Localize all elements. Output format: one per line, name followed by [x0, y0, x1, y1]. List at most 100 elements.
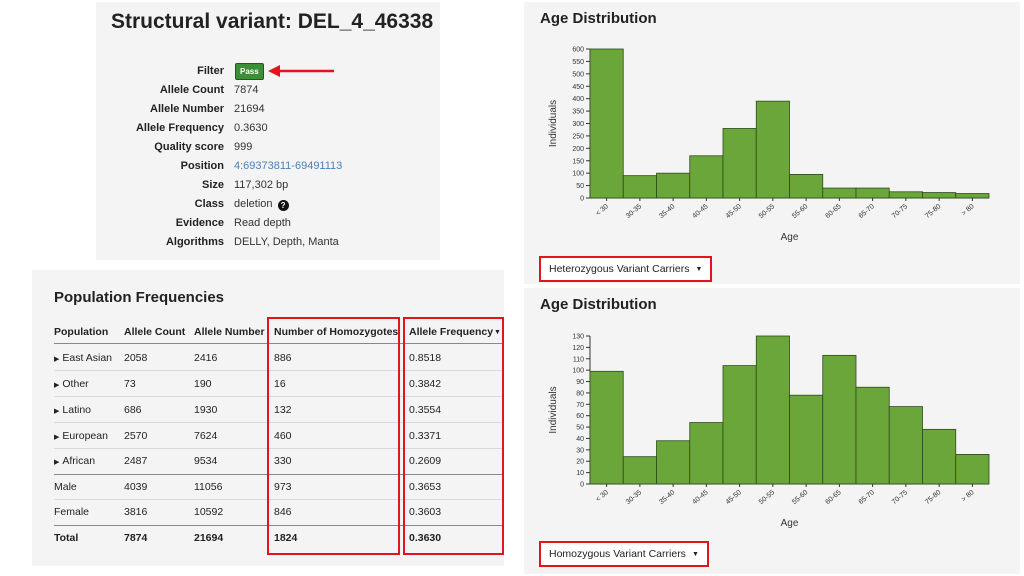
y-axis-label: Individuals: [548, 100, 559, 147]
x-tick-label: 30-35: [625, 489, 643, 506]
field-value: 999: [234, 141, 253, 153]
x-tick-label: 65-70: [858, 489, 876, 506]
allele-frequency-cell: 0.8518: [409, 352, 442, 364]
x-tick-label: 40-45: [691, 203, 709, 220]
population-label: African: [62, 455, 96, 467]
field-value: 21694: [234, 103, 265, 115]
x-tick-label: 45-50: [725, 203, 743, 220]
population-name: ▶ European: [54, 430, 108, 442]
x-axis-label: Age: [781, 232, 799, 243]
row-divider: [54, 474, 502, 475]
histogram-bar: [689, 422, 724, 485]
y-tick-label: 70: [576, 402, 584, 409]
homozygotes-cell: 973: [274, 481, 292, 493]
allele-frequency-cell: 0.3371: [409, 430, 442, 442]
allele-frequency-cell: 0.3603: [409, 506, 442, 518]
histogram-bar: [789, 394, 824, 485]
y-tick-label: 350: [572, 109, 584, 116]
x-tick-label: < 30: [595, 489, 610, 503]
allele-count-cell: 2058: [124, 352, 148, 364]
field-filter: Filter Pass: [96, 63, 440, 82]
population-frequencies-panel: Population Frequencies Population Allele…: [32, 270, 504, 566]
hom-age-histogram: 0 10 20 30 40 50 60 70 80 90 100 110 120 130 < 30 30-35…: [548, 334, 990, 529]
y-tick-label: 90: [576, 379, 584, 386]
allele-number-cell: 9534: [194, 455, 218, 467]
column-header-population[interactable]: Population: [54, 326, 109, 338]
histogram-bar: [888, 406, 923, 485]
sort-caret-icon: ▼: [494, 329, 501, 336]
field-value: 0.3630: [234, 122, 268, 134]
header-divider: [54, 343, 502, 344]
y-tick-label: 30: [576, 447, 584, 454]
histogram-bar: [755, 100, 790, 199]
y-tick-label: 10: [576, 470, 584, 477]
allele-count-cell: 7874: [124, 532, 148, 544]
population-label: European: [62, 430, 108, 442]
field-evidence: Evidence Read depth: [96, 215, 440, 234]
histogram-bar: [589, 370, 624, 485]
y-tick-label: 100: [572, 171, 584, 178]
allele-number-cell: 2416: [194, 352, 218, 364]
field-value-wrap: deletion?: [234, 198, 289, 211]
het-carrier-dropdown[interactable]: Heterozygous Variant Carriers ▼: [539, 256, 713, 282]
row-divider: [54, 370, 502, 371]
column-header-allele-count[interactable]: Allele Count: [124, 326, 186, 338]
chart-title: Age Distribution: [540, 10, 657, 27]
het-age-histogram: 0 50 100 150 200 250 300 350 400 450 500 550 600 < 30…: [548, 47, 990, 243]
x-tick-label: 60-65: [824, 489, 842, 506]
allele-count-cell: 73: [124, 378, 136, 390]
field-allele-count: Allele Count 7874: [96, 82, 440, 101]
y-tick-label: 500: [572, 71, 584, 78]
allele-number-cell: 11056: [194, 481, 223, 493]
allele-number-cell: 7624: [194, 430, 218, 442]
histogram-bar: [888, 191, 923, 199]
x-tick-label: 65-70: [858, 203, 876, 220]
header-label: Allele Frequency: [409, 326, 494, 338]
field-label: Quality score: [154, 141, 224, 153]
expand-caret-icon: ▶: [54, 459, 60, 466]
field-size: Size 117,302 bp: [96, 177, 440, 196]
allele-count-cell: 4039: [124, 481, 148, 493]
column-header-allele-number[interactable]: Allele Number: [194, 326, 265, 338]
field-label: Filter: [197, 65, 224, 77]
histogram-bar: [689, 155, 724, 199]
histogram-bar: [589, 48, 624, 199]
histogram-bar: [622, 175, 657, 199]
x-tick-label: 40-45: [691, 489, 709, 506]
histogram-bar: [855, 187, 890, 199]
field-allele-frequency: Allele Frequency 0.3630: [96, 120, 440, 139]
x-tick-label: 75-80: [924, 489, 942, 506]
homozygotes-cell: 16: [274, 378, 286, 390]
x-tick-label: 30-35: [625, 203, 643, 220]
het-age-chart-panel: Age Distribution 0 50 100 150 200 250 300 350 40…: [524, 2, 1020, 284]
field-quality-score: Quality score 999: [96, 139, 440, 158]
y-tick-label: 60: [576, 413, 584, 420]
histogram-bar: [955, 453, 990, 485]
homozygotes-highlight-box: [267, 317, 400, 555]
field-value: DELLY, Depth, Manta: [234, 236, 339, 248]
homozygotes-cell: 886: [274, 352, 292, 364]
y-tick-label: 50: [576, 183, 584, 190]
homozygotes-cell: 330: [274, 455, 292, 467]
x-tick-label: 55-60: [791, 203, 809, 220]
allele-number-cell: 1930: [194, 404, 218, 416]
x-tick-label: 50-55: [758, 203, 776, 220]
row-divider: [54, 396, 502, 397]
field-label: Size: [201, 179, 224, 191]
expand-caret-icon: ▶: [54, 434, 60, 441]
population-label: Male: [54, 481, 77, 493]
histogram-bar: [822, 187, 857, 199]
page-title: Structural variant: DEL_4_46338: [111, 10, 434, 33]
histogram-bar: [789, 174, 824, 199]
y-axis-label: Individuals: [548, 386, 559, 433]
position-link[interactable]: 4:69373811-69491113: [234, 160, 343, 172]
column-header-homozygotes[interactable]: Number of Homozygotes: [274, 326, 399, 338]
y-tick-label: 550: [572, 59, 584, 66]
column-header-allele-frequency[interactable]: Allele Frequency▼: [409, 326, 501, 338]
caret-down-icon: ▼: [695, 266, 703, 273]
population-label: Female: [54, 506, 90, 518]
help-icon[interactable]: ?: [277, 200, 289, 211]
hom-carrier-dropdown[interactable]: Homozygous Variant Carriers ▼: [539, 541, 709, 567]
red-arrow-annotation: [268, 65, 334, 77]
histogram-bar: [922, 192, 957, 199]
